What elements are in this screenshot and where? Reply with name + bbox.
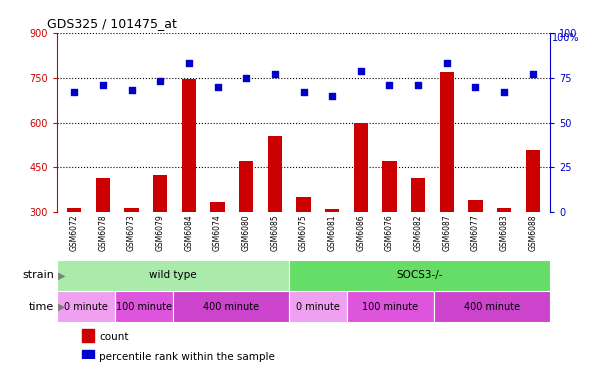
- Text: 400 minute: 400 minute: [203, 302, 259, 311]
- Bar: [434, 291, 550, 322]
- Point: [213, 84, 222, 90]
- Point: [528, 71, 537, 77]
- Text: GSM6080: GSM6080: [242, 214, 251, 251]
- Bar: [296, 197, 311, 212]
- Text: 100 minute: 100 minute: [362, 302, 418, 311]
- Text: SOCS3-/-: SOCS3-/-: [396, 270, 443, 280]
- Point: [184, 60, 194, 66]
- Bar: [115, 291, 173, 322]
- Bar: [382, 161, 397, 212]
- Text: GSM6085: GSM6085: [270, 214, 279, 251]
- Point: [70, 89, 79, 95]
- Point: [356, 68, 365, 74]
- Text: GSM6081: GSM6081: [328, 214, 337, 251]
- Point: [127, 87, 136, 93]
- Text: GSM6072: GSM6072: [70, 214, 79, 251]
- Bar: [439, 72, 454, 212]
- Bar: [210, 202, 225, 212]
- Text: ▶: ▶: [58, 302, 66, 311]
- Text: GSM6075: GSM6075: [299, 214, 308, 251]
- Bar: [525, 149, 540, 212]
- Bar: [347, 291, 434, 322]
- Text: 100 minute: 100 minute: [116, 302, 172, 311]
- Text: 400 minute: 400 minute: [464, 302, 520, 311]
- Bar: [173, 291, 289, 322]
- Point: [98, 82, 108, 88]
- Bar: [57, 291, 115, 322]
- Text: 0 minute: 0 minute: [296, 302, 340, 311]
- Text: wild type: wild type: [149, 270, 197, 280]
- Point: [471, 84, 480, 90]
- Point: [499, 89, 509, 95]
- Point: [156, 78, 165, 84]
- Text: GSM6078: GSM6078: [99, 214, 108, 251]
- Text: GSM6084: GSM6084: [185, 214, 194, 251]
- Text: GSM6082: GSM6082: [413, 214, 423, 251]
- Text: 0 minute: 0 minute: [64, 302, 108, 311]
- Text: GSM6074: GSM6074: [213, 214, 222, 251]
- Bar: [267, 136, 282, 212]
- Text: ▶: ▶: [58, 270, 66, 280]
- Text: GSM6076: GSM6076: [385, 214, 394, 251]
- Bar: [239, 161, 254, 212]
- Bar: [67, 208, 82, 212]
- Text: GDS325 / 101475_at: GDS325 / 101475_at: [47, 17, 177, 30]
- Bar: [124, 208, 139, 212]
- Text: time: time: [29, 302, 54, 311]
- Bar: [497, 208, 511, 212]
- Bar: [411, 178, 426, 212]
- Point: [413, 82, 423, 88]
- Bar: [353, 123, 368, 212]
- Bar: [289, 291, 347, 322]
- Text: GSM6086: GSM6086: [356, 214, 365, 251]
- Bar: [82, 329, 94, 342]
- Bar: [289, 260, 550, 291]
- Point: [270, 71, 279, 77]
- Text: percentile rank within the sample: percentile rank within the sample: [99, 352, 275, 362]
- Point: [242, 75, 251, 81]
- Bar: [468, 200, 483, 212]
- Text: GSM6073: GSM6073: [127, 214, 136, 251]
- Bar: [82, 350, 94, 362]
- Bar: [325, 209, 340, 212]
- Point: [442, 60, 451, 66]
- Bar: [182, 79, 196, 212]
- Text: GSM6083: GSM6083: [499, 214, 508, 251]
- Text: GSM6079: GSM6079: [156, 214, 165, 251]
- Point: [299, 89, 308, 95]
- Point: [328, 93, 337, 98]
- Text: GSM6087: GSM6087: [442, 214, 451, 251]
- Bar: [153, 175, 168, 212]
- Point: [385, 82, 394, 88]
- Text: strain: strain: [22, 270, 54, 280]
- Bar: [57, 260, 289, 291]
- Bar: [96, 178, 110, 212]
- Text: count: count: [99, 332, 129, 342]
- Text: GSM6088: GSM6088: [528, 214, 537, 251]
- Text: 100%: 100%: [552, 33, 580, 43]
- Text: GSM6077: GSM6077: [471, 214, 480, 251]
